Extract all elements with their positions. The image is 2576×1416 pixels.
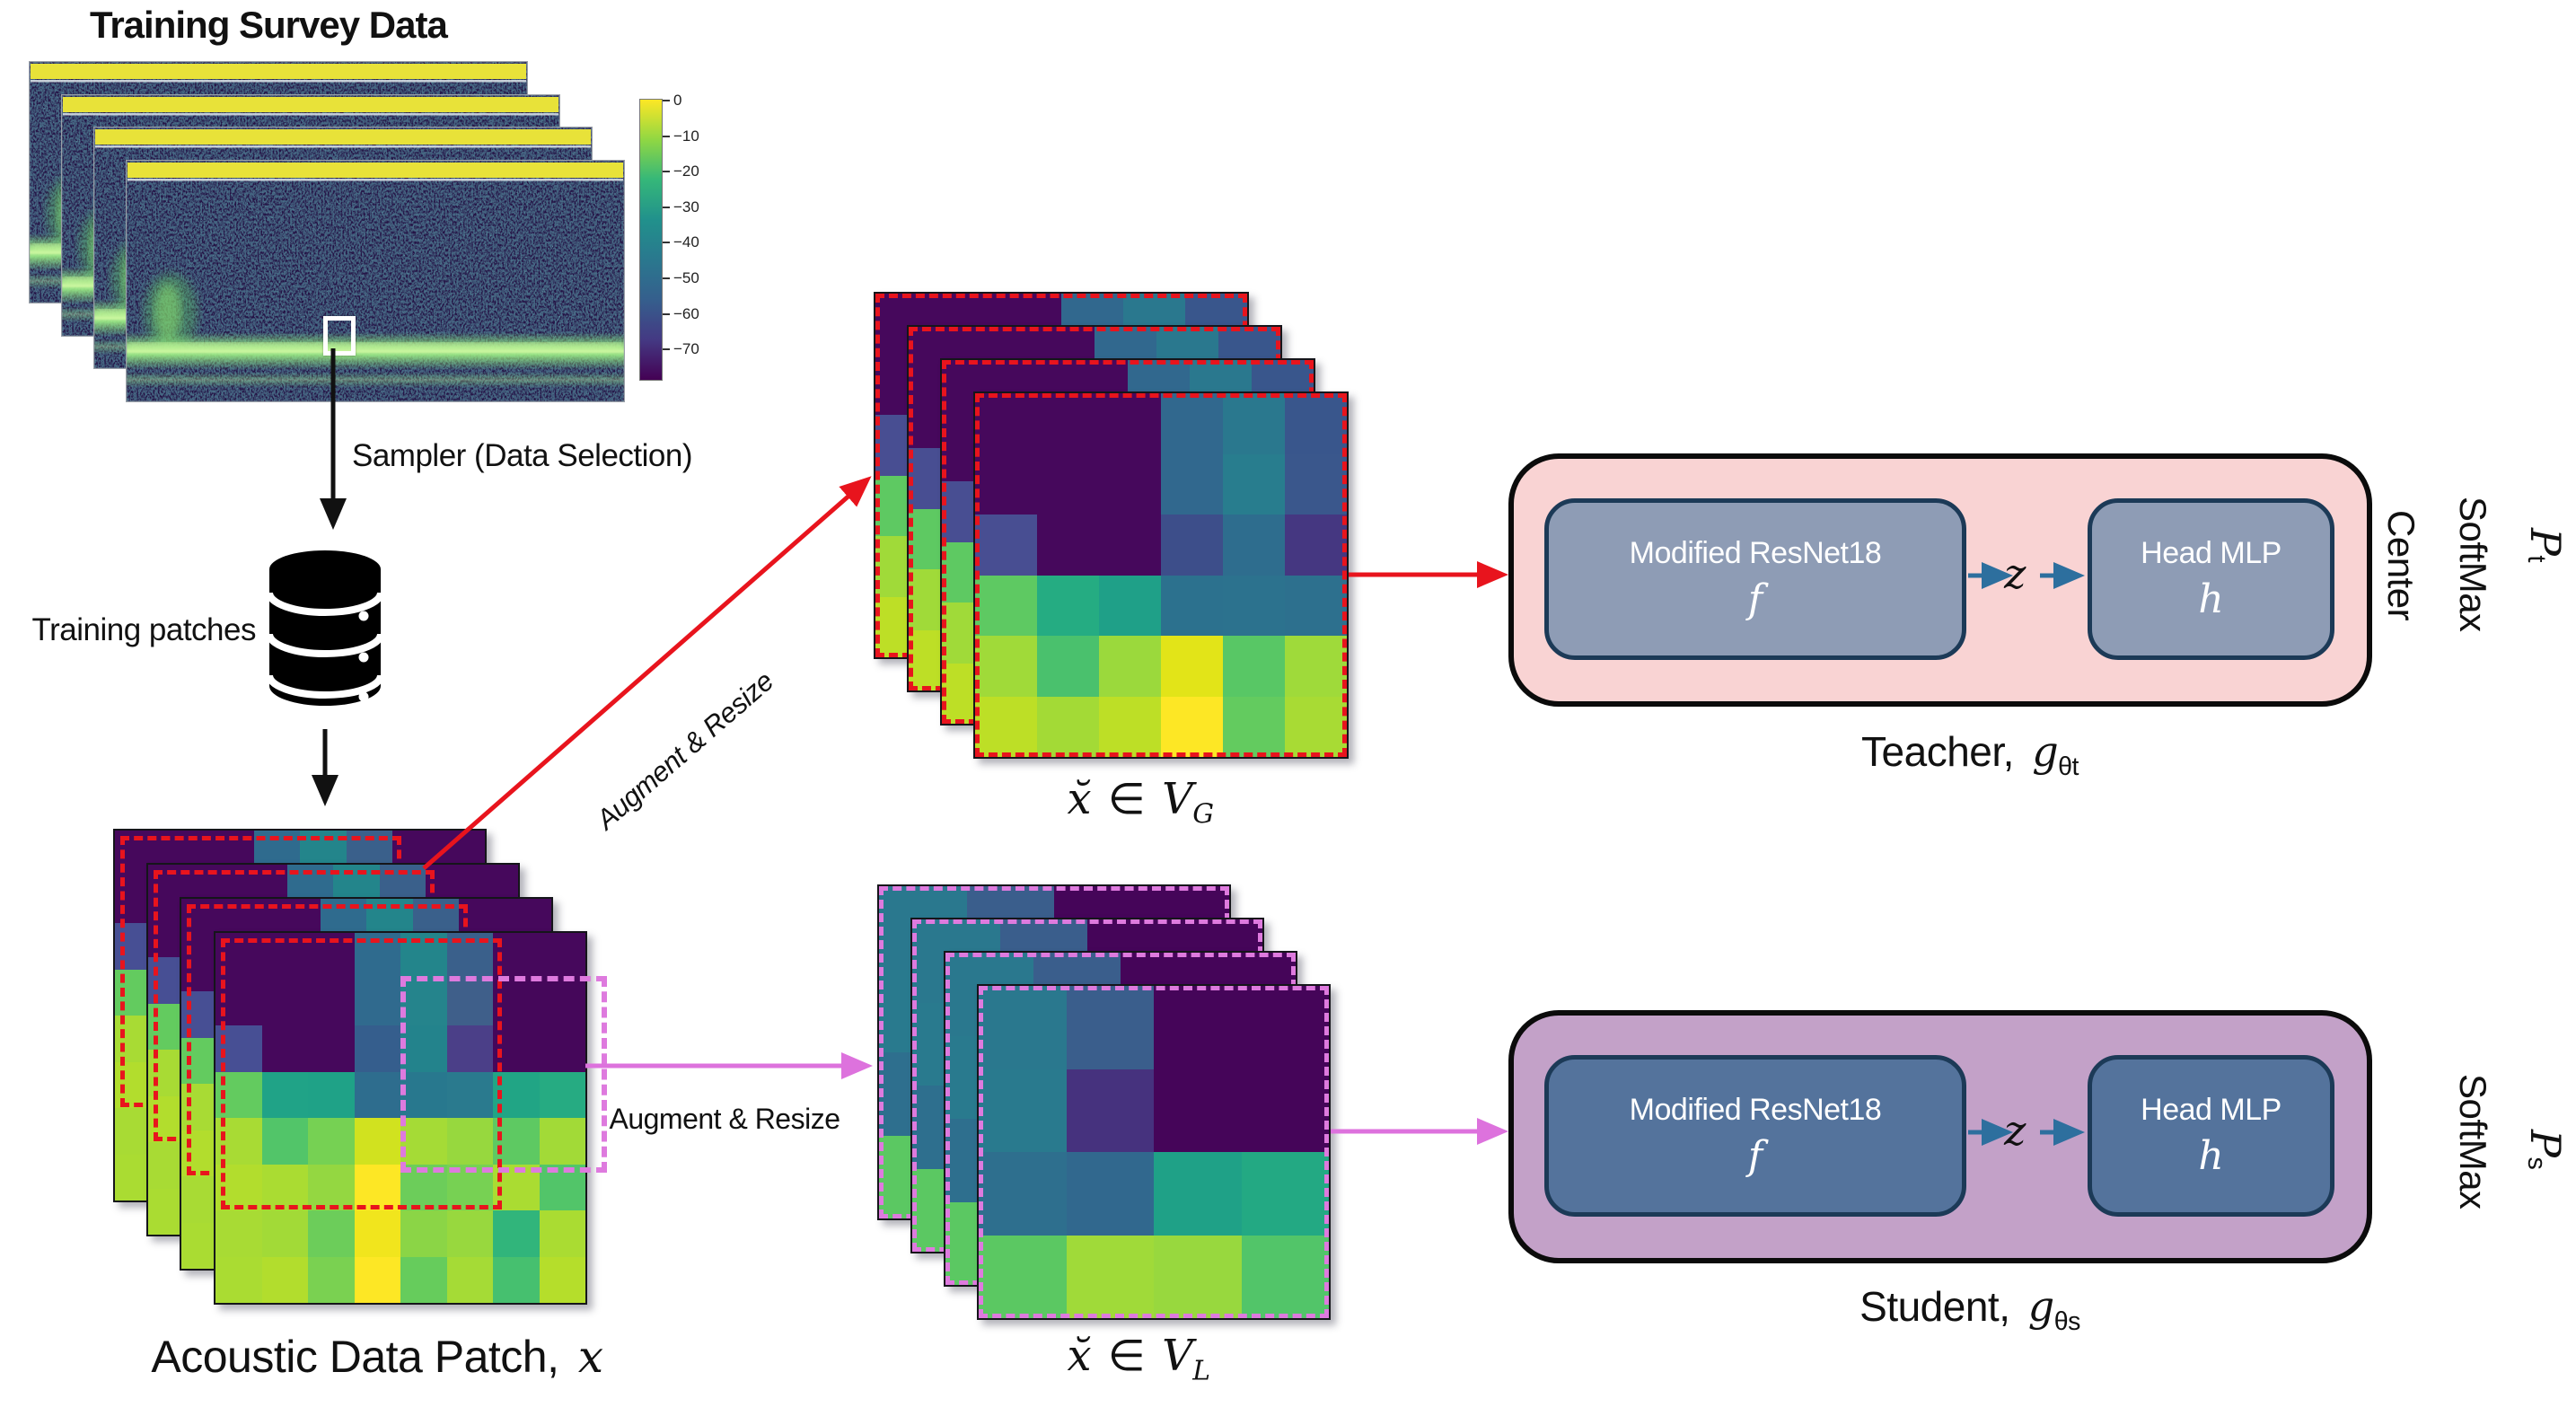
teacher-backbone-label: Modified ResNet18 <box>1629 536 1882 570</box>
student-symbol: g <box>2027 1282 2054 1331</box>
student-head-label: Head MLP <box>2141 1093 2281 1127</box>
local-view-tile <box>977 984 1331 1320</box>
center-label: Center <box>2380 510 2422 621</box>
student-backbone-box: Modified ResNet18 f <box>1544 1055 1966 1217</box>
teacher-name-label: Teacher, gθt <box>1790 727 2150 782</box>
sampler-label: Sampler (Data Selection) <box>352 438 693 473</box>
student-head-symbol: h <box>2198 1133 2224 1179</box>
teacher-symbol: g <box>2032 727 2059 776</box>
element-of-symbol: ∈ <box>1107 1332 1146 1380</box>
figure-title: Training Survey Data <box>90 4 448 46</box>
global-view-symbol: x̆ <box>1067 774 1092 824</box>
softmax-label-teacher: SoftMax <box>2452 497 2494 632</box>
teacher-output-P: P <box>2521 528 2571 556</box>
student-output-symbol: Ps <box>2521 1130 2570 1169</box>
local-set-subscript: L <box>1192 1355 1210 1387</box>
student-head-box: Head MLP h <box>2088 1055 2334 1217</box>
local-set-symbol: V <box>1162 1331 1193 1381</box>
teacher-output-symbol: Pt <box>2521 528 2570 562</box>
teacher-backbone-symbol: f <box>1747 576 1763 622</box>
global-set-subscript: G <box>1192 798 1214 831</box>
latent-symbol-student: z <box>2004 1106 2026 1155</box>
acoustic-patch-tile <box>214 931 607 1305</box>
teacher-output-subscript: t <box>2522 555 2551 562</box>
global-view-tile <box>973 391 1349 759</box>
database-icon <box>266 550 384 706</box>
element-of-symbol: ∈ <box>1107 776 1146 823</box>
global-views-label: x̆ ∈ VG <box>961 774 1320 831</box>
student-backbone-label: Modified ResNet18 <box>1629 1093 1882 1127</box>
student-output-subscript: s <box>2522 1157 2551 1170</box>
student-backbone-symbol: f <box>1747 1133 1763 1179</box>
acoustic-patch-label: Acoustic Data Patch, x <box>117 1331 637 1383</box>
teacher-name-text: Teacher, <box>1861 728 2014 775</box>
echogram-image <box>126 160 625 402</box>
student-name-text: Student, <box>1859 1283 2010 1330</box>
augment-resize-local-label: Augment & Resize <box>609 1103 840 1135</box>
augment-resize-global-label: Augment & Resize <box>590 664 780 836</box>
colorbar <box>639 99 663 381</box>
teacher-backbone-box: Modified ResNet18 f <box>1544 498 1966 660</box>
student-output-P: P <box>2521 1130 2571 1157</box>
teacher-head-box: Head MLP h <box>2088 498 2334 660</box>
softmax-label-student: SoftMax <box>2452 1074 2494 1209</box>
student-name-label: Student, gθs <box>1790 1282 2150 1337</box>
global-set-symbol: V <box>1162 774 1193 824</box>
teacher-head-label: Head MLP <box>2141 536 2281 570</box>
local-view-symbol: x̆ <box>1067 1331 1092 1381</box>
teacher-symbol-subscript: θt <box>2058 752 2079 782</box>
local-views-label: x̆ ∈ VL <box>959 1331 1318 1387</box>
selection-box <box>323 316 356 356</box>
teacher-head-symbol: h <box>2198 576 2224 622</box>
student-symbol-subscript: θs <box>2053 1307 2081 1337</box>
colorbar-ticks: 0 −10 −20 −30 −40 −50 −60 −70 <box>639 92 711 379</box>
acoustic-patch-symbol: x <box>577 1331 603 1383</box>
training-patches-label: Training patches <box>31 612 257 647</box>
latent-symbol-teacher: z <box>2004 550 2026 598</box>
acoustic-patch-label-text: Acoustic Data Patch, <box>151 1332 559 1382</box>
